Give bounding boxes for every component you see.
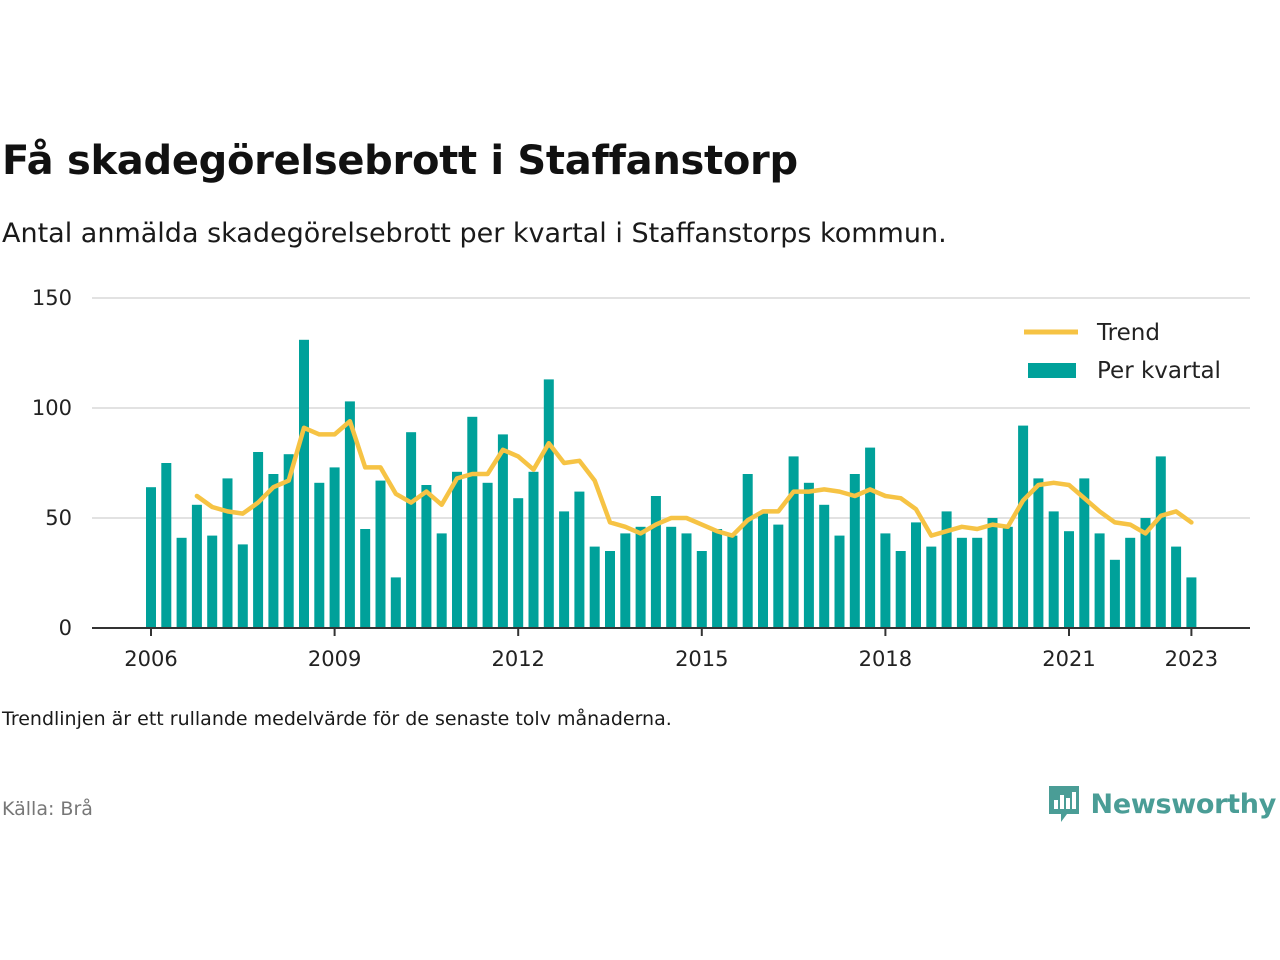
bar xyxy=(1094,533,1105,628)
bar xyxy=(360,529,371,628)
bar xyxy=(635,526,646,628)
chart-area: 0 50 100 150 2006 2009 2012 2015 2018 2021 2023 Tr… xyxy=(32,286,1250,671)
bar xyxy=(421,485,432,628)
bar xyxy=(207,535,218,628)
bar xyxy=(849,474,860,628)
bar xyxy=(803,482,814,628)
bar xyxy=(299,339,309,628)
bar xyxy=(497,434,508,628)
bar xyxy=(390,577,401,628)
bar xyxy=(1033,478,1044,628)
trend-series xyxy=(194,418,1194,538)
bar xyxy=(681,533,692,628)
bar xyxy=(666,526,677,628)
x-tick-label: 2012 xyxy=(491,647,544,671)
bar xyxy=(452,471,462,628)
axes: 0 50 100 150 2006 2009 2012 2015 2018 2021 2023 xyxy=(32,286,1250,671)
bar xyxy=(146,487,156,628)
bar xyxy=(559,511,570,628)
bar xyxy=(972,537,983,628)
bar xyxy=(758,513,768,628)
footnote: Trendlinjen är ett rullande medelvärde f… xyxy=(2,708,672,730)
bar xyxy=(513,498,524,628)
legend: Trend Per kvartal xyxy=(1024,320,1221,384)
bar xyxy=(696,551,707,628)
bar xyxy=(834,535,845,628)
bar xyxy=(773,524,784,628)
bar xyxy=(543,379,554,628)
bar xyxy=(176,537,187,628)
bar xyxy=(712,529,723,628)
bar xyxy=(237,544,248,628)
bar xyxy=(620,533,631,628)
source-text: Källa: Brå xyxy=(2,798,93,820)
x-tick-label: 2015 xyxy=(675,647,728,671)
bar xyxy=(941,511,952,628)
legend-bar-label: Per kvartal xyxy=(1097,358,1221,384)
bar xyxy=(268,474,279,628)
bar xyxy=(1125,537,1136,628)
bar xyxy=(1171,546,1182,628)
bar xyxy=(1109,559,1120,628)
bar xyxy=(161,463,172,628)
bar xyxy=(191,504,202,628)
bar xyxy=(1018,425,1029,628)
bar xyxy=(436,533,447,628)
bar xyxy=(1155,456,1166,628)
x-tick-label: 2018 xyxy=(859,647,912,671)
bar xyxy=(329,467,340,628)
bar xyxy=(880,533,891,628)
bar xyxy=(605,551,615,628)
bar xyxy=(650,496,661,628)
y-tick-label: 0 xyxy=(59,616,72,640)
trend-line xyxy=(194,418,1194,538)
bar xyxy=(865,447,876,628)
bar xyxy=(1186,577,1197,628)
bar xyxy=(819,504,830,628)
bar xyxy=(956,537,967,628)
bar xyxy=(1140,518,1151,628)
bar xyxy=(314,482,325,628)
bar xyxy=(1079,478,1090,628)
bar xyxy=(987,518,998,628)
bar xyxy=(788,456,799,628)
bar xyxy=(222,478,233,628)
bar xyxy=(742,474,753,628)
bar xyxy=(589,546,600,628)
bar xyxy=(727,535,738,628)
legend-bar-swatch xyxy=(1028,363,1076,378)
chart-subtitle: Antal anmälda skadegörelsebrott per kvar… xyxy=(2,218,947,249)
bar xyxy=(895,551,906,628)
x-tick-label: 2023 xyxy=(1165,647,1218,671)
brand-name: Newsworthy xyxy=(1090,788,1277,820)
bar xyxy=(1002,526,1013,628)
y-tick-label: 150 xyxy=(32,286,72,310)
bar xyxy=(574,491,585,628)
bar xyxy=(344,401,355,628)
brand-logo: Newsworthy xyxy=(1047,784,1276,824)
x-tick-label: 2021 xyxy=(1042,647,1095,671)
bar xyxy=(253,452,264,628)
bar xyxy=(911,522,921,628)
y-tick-label: 50 xyxy=(45,506,72,530)
bar xyxy=(528,471,539,628)
x-tick-label: 2009 xyxy=(308,647,361,671)
bar xyxy=(926,546,937,628)
chart-title: Få skadegörelsebrott i Staffanstorp xyxy=(2,138,798,184)
bar xyxy=(406,432,417,628)
bar-series xyxy=(146,339,1197,628)
bar xyxy=(1048,511,1059,628)
bar xyxy=(482,482,493,628)
y-tick-label: 100 xyxy=(32,396,72,420)
legend-trend-label: Trend xyxy=(1096,320,1160,346)
newsworthy-logo-icon xyxy=(1048,786,1079,822)
bar xyxy=(1064,531,1074,628)
bar xyxy=(283,454,294,628)
bar xyxy=(467,416,478,628)
bar xyxy=(375,480,386,628)
x-tick-label: 2006 xyxy=(124,647,177,671)
